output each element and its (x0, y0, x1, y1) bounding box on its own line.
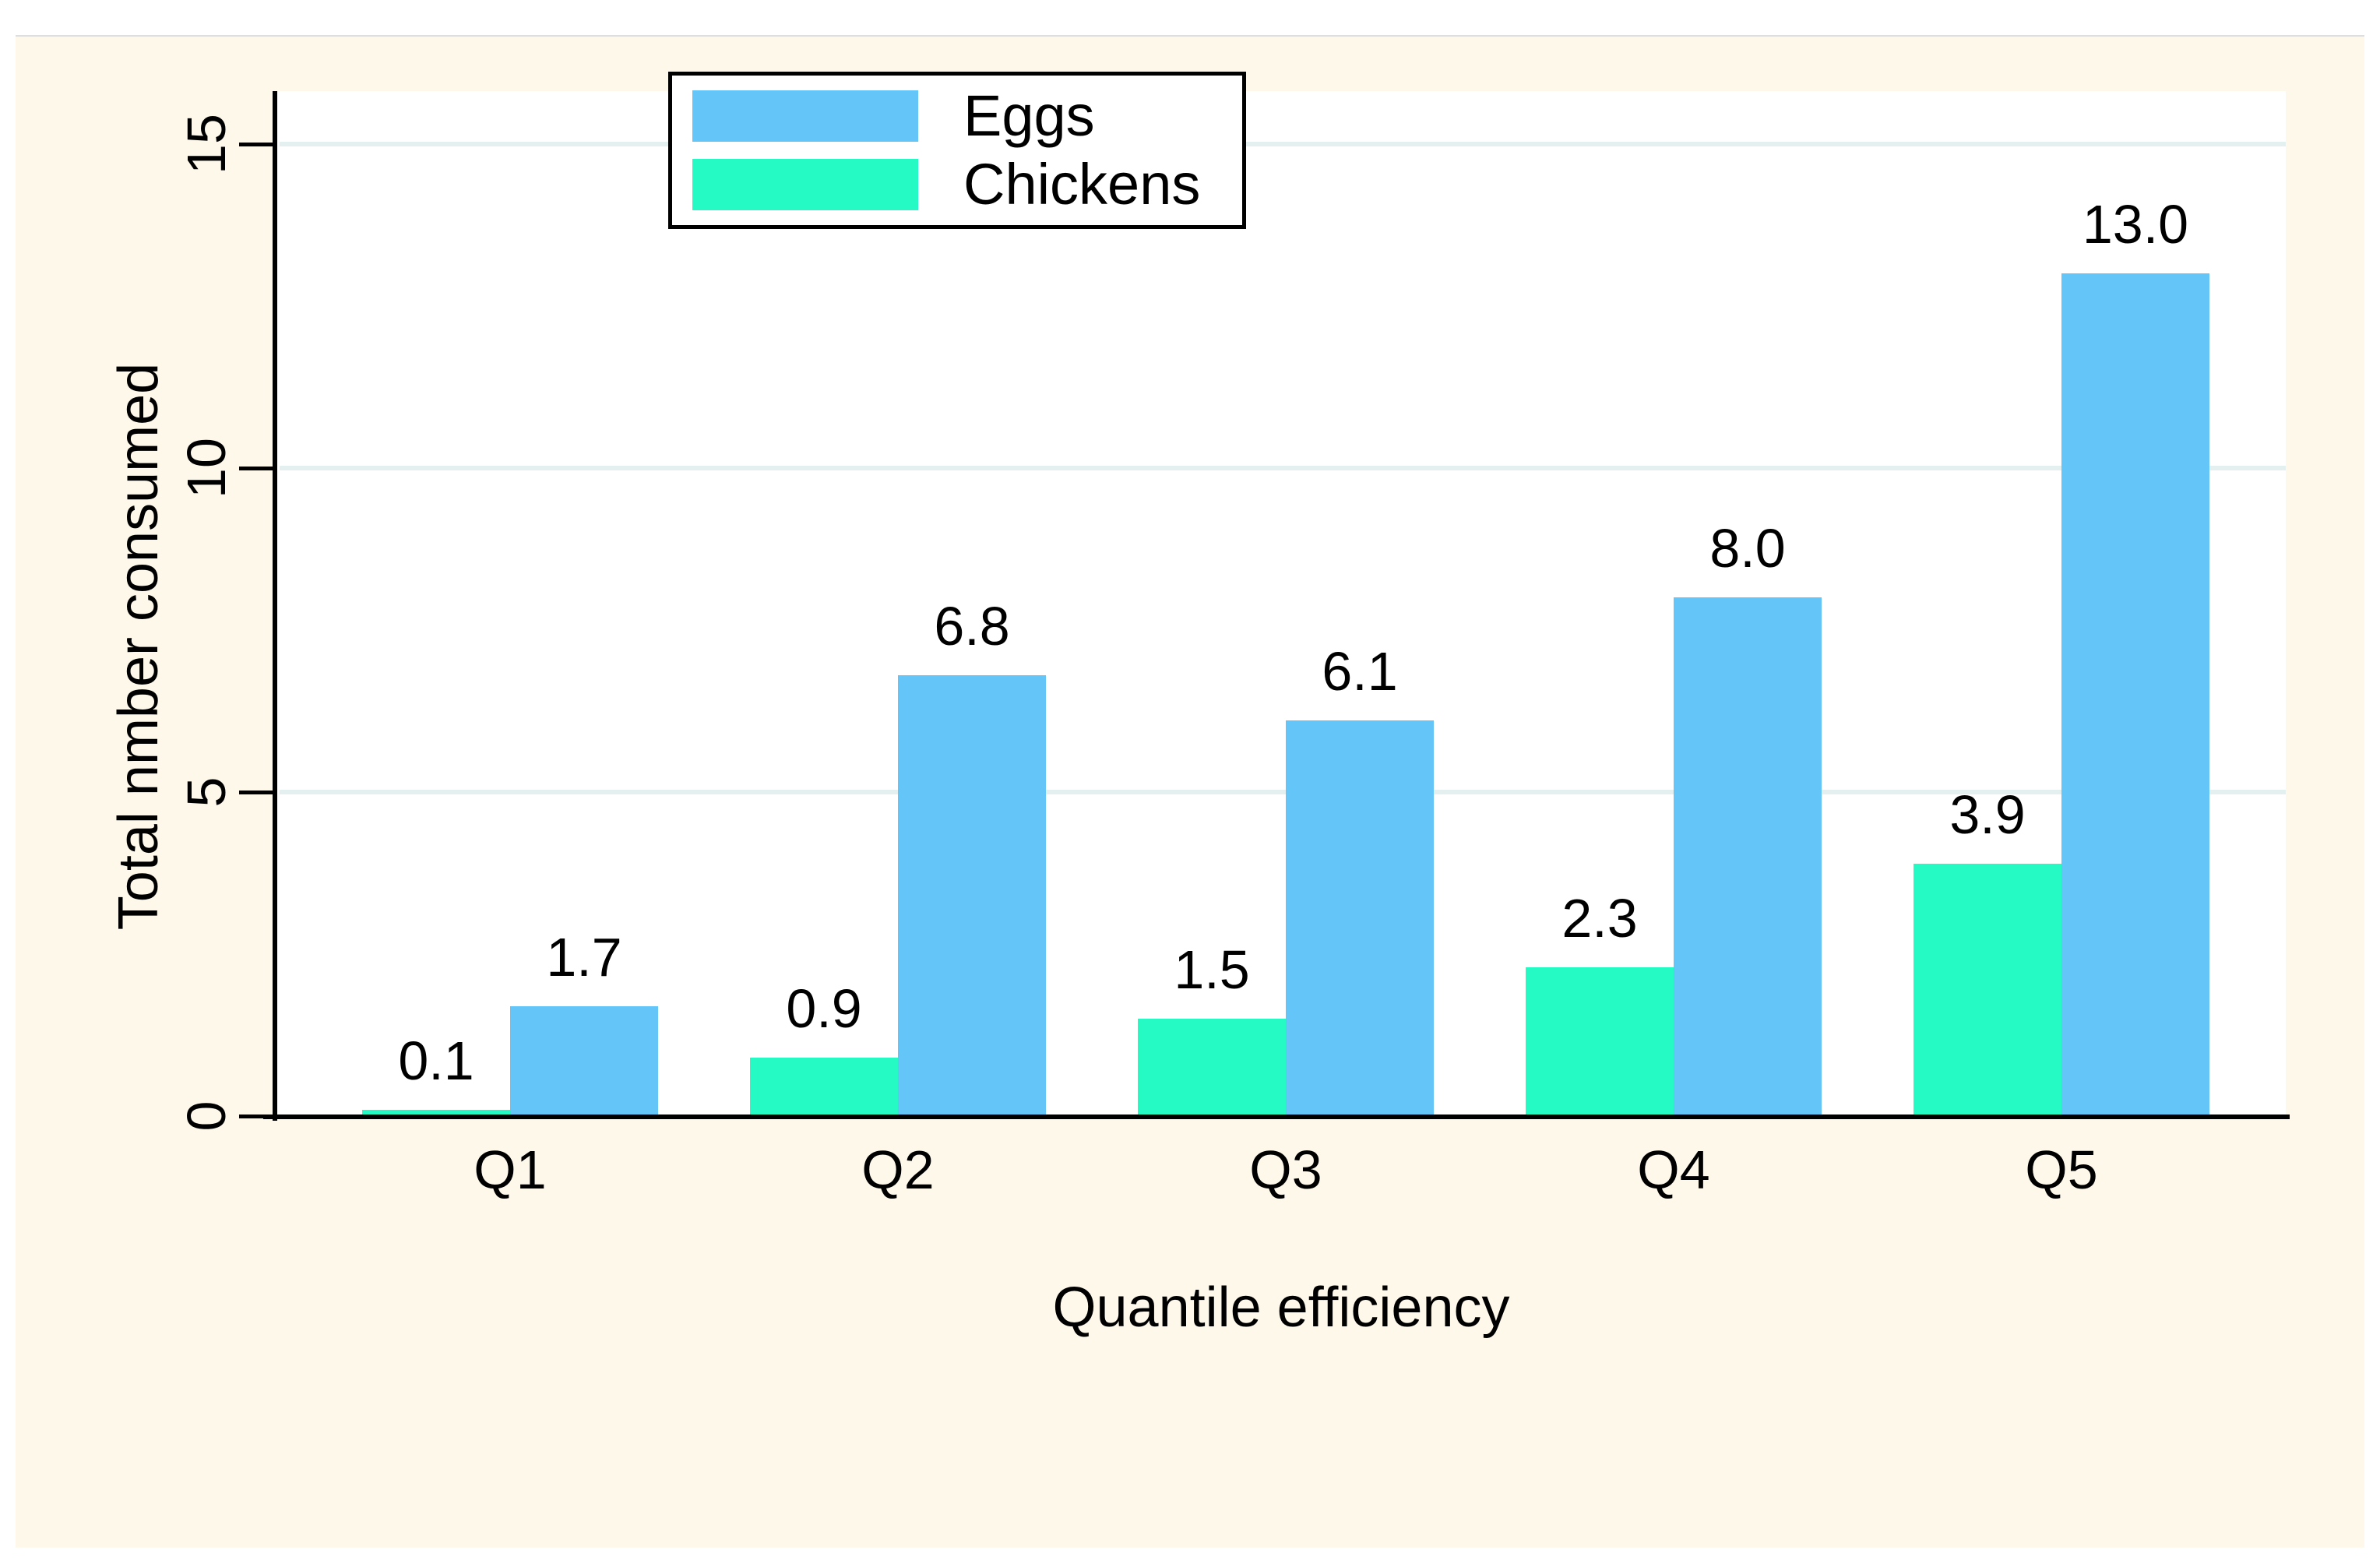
value-label-eggs-q4: 8.0 (1709, 518, 1786, 579)
y-axis-title-text: Total nmber consumed (107, 362, 170, 931)
bar-chickens-q2 (750, 1058, 898, 1116)
value-label-eggs-q1: 1.7 (546, 926, 622, 988)
bar-eggs-q2 (898, 675, 1046, 1116)
bar-chickens-q4 (1526, 967, 1674, 1116)
legend-label-chickens: Chickens (963, 152, 1201, 217)
value-label-eggs-q5: 13.0 (2082, 194, 2189, 255)
y-tick-label-text-15: 15 (176, 114, 237, 174)
x-axis-title: Quantile efficiency (1052, 1276, 1510, 1339)
value-label-chickens-q2: 0.9 (786, 978, 862, 1040)
x-category-label-q1: Q1 (474, 1139, 547, 1200)
bar-eggs-q3 (1286, 720, 1434, 1116)
value-label-chickens-q4: 2.3 (1561, 887, 1638, 949)
y-tick-label-text-5: 5 (176, 776, 237, 808)
bar-eggs-q5 (2061, 273, 2209, 1116)
y-tick-label-text-10: 10 (176, 438, 237, 498)
legend-label-eggs: Eggs (963, 83, 1095, 148)
bar-eggs-q1 (510, 1005, 658, 1116)
legend: Eggs Chickens (668, 72, 1246, 229)
legend-item-chickens: Chickens (692, 156, 1242, 213)
value-label-chickens-q5: 3.9 (1949, 784, 2026, 845)
y-tick-15 (239, 143, 275, 146)
bar-eggs-q4 (1674, 597, 1822, 1116)
legend-item-eggs: Eggs (692, 83, 1242, 148)
x-category-label-q3: Q3 (1249, 1139, 1322, 1200)
bar-chickens-q1 (362, 1109, 510, 1116)
y-tick-0 (239, 1115, 275, 1118)
y-tick-label-text-0: 0 (176, 1100, 237, 1132)
gridline-15 (280, 142, 2286, 146)
x-axis-line (263, 1115, 2290, 1119)
bar-chickens-q5 (1914, 863, 2061, 1116)
value-label-eggs-q3: 6.1 (1322, 641, 1398, 703)
legend-swatch-eggs (692, 90, 918, 142)
gridline-10 (280, 466, 2286, 470)
legend-swatch-chickens (692, 159, 918, 211)
gridline-5 (280, 790, 2286, 794)
y-tick-5 (239, 791, 275, 794)
x-category-label-q5: Q5 (2025, 1139, 2098, 1200)
x-category-label-q4: Q4 (1637, 1139, 1710, 1200)
value-label-chickens-q3: 1.5 (1174, 939, 1250, 1001)
value-label-chickens-q1: 0.1 (398, 1030, 474, 1091)
bar-chickens-q3 (1138, 1019, 1286, 1116)
y-tick-10 (239, 467, 275, 470)
x-category-label-q2: Q2 (861, 1139, 935, 1200)
y-axis-line (273, 91, 277, 1121)
value-label-eggs-q2: 6.8 (934, 596, 1010, 657)
